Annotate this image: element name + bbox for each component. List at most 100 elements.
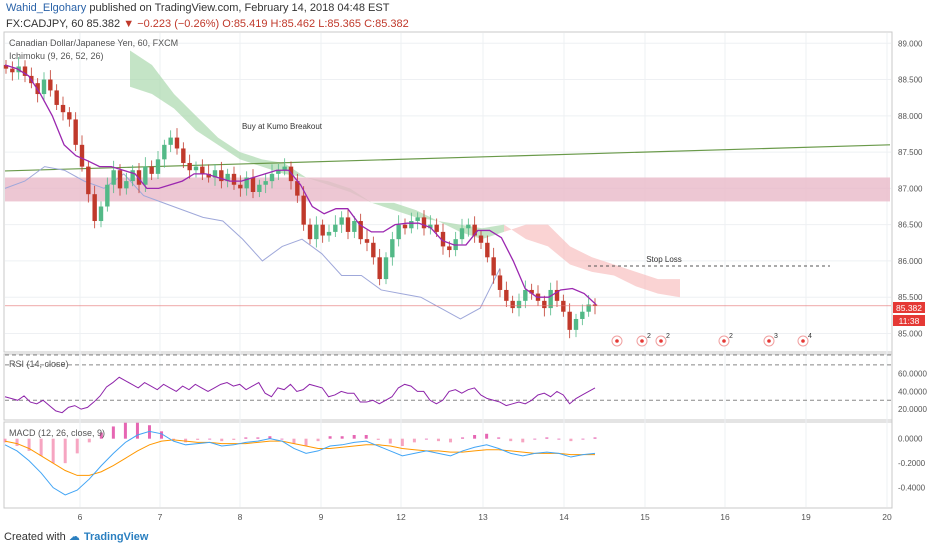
event-count: 4	[808, 333, 812, 340]
candle-body	[333, 224, 338, 232]
event-marker-dot	[722, 339, 726, 343]
last-price: 85.382	[86, 18, 121, 30]
publish-info: published on TradingView.com, February 1…	[86, 2, 390, 14]
candle-body	[326, 231, 332, 236]
price-tick-label: 89.000	[898, 39, 923, 48]
resistance-zone	[5, 177, 890, 202]
event-count: 2	[666, 333, 670, 340]
macd-histogram-bar	[196, 438, 200, 440]
candle-body	[206, 173, 211, 178]
time-tick-label: 20	[882, 512, 892, 522]
candle-body	[200, 166, 205, 174]
event-count: 3	[774, 333, 778, 340]
candle-body	[238, 184, 243, 189]
macd-histogram-bar	[39, 438, 43, 456]
cloud-segment	[152, 65, 174, 109]
candle-body	[510, 300, 515, 309]
candle-body	[345, 217, 351, 232]
candle-body	[592, 304, 598, 306]
rsi-line	[4, 376, 596, 414]
macd-tick-label: 0.0000	[898, 435, 923, 444]
annotation-buy: Buy at Kumo Breakout	[242, 122, 323, 131]
candle-body	[358, 221, 363, 240]
macd-histogram-bar	[123, 422, 127, 439]
macd-histogram-bar	[268, 436, 272, 439]
macd-histogram-bar	[340, 436, 344, 439]
macd-histogram-bar	[184, 438, 188, 443]
cloud-segment	[174, 94, 196, 131]
time-tick-label: 6	[78, 512, 83, 522]
macd-tick-label: -0.2000	[898, 459, 926, 468]
candle-body	[276, 170, 281, 174]
candle-body	[320, 224, 325, 236]
candle-body	[181, 148, 186, 163]
author-link[interactable]: Wahid_Elgohary	[6, 2, 87, 14]
macd-histogram-bar	[160, 431, 164, 439]
candle-body	[567, 311, 572, 330]
macd-histogram-bar	[545, 437, 549, 439]
cloud-segment	[548, 224, 570, 265]
candle-body	[54, 90, 59, 105]
price-badge-text: 85.382	[896, 303, 922, 313]
macd-histogram-bar	[509, 438, 513, 442]
candle-body	[421, 217, 427, 229]
candle-body	[504, 289, 509, 301]
candle-body	[92, 194, 97, 222]
candle-body	[485, 242, 490, 258]
price-tick-label: 86.500	[898, 221, 923, 230]
time-tick-label: 7	[158, 512, 163, 522]
macd-histogram-bar	[376, 438, 380, 440]
candle-body	[41, 79, 47, 95]
candle-body	[542, 300, 547, 309]
candle-body	[516, 300, 522, 309]
candle-body	[263, 181, 268, 185]
symbol-label: FX:CADJPY, 60	[6, 18, 84, 30]
macd-histogram-bar	[328, 436, 332, 439]
cloud-segment	[526, 224, 548, 247]
event-marker-dot	[801, 339, 805, 343]
macd-histogram-bar	[232, 438, 236, 440]
time-tick-label: 19	[801, 512, 811, 522]
price-tick-label: 87.500	[898, 148, 923, 157]
candle-body	[130, 170, 135, 182]
candle-body	[396, 224, 401, 240]
candle-body	[402, 224, 408, 229]
macd-signal-line	[4, 439, 595, 476]
candle-body	[580, 311, 585, 319]
candle-body	[155, 159, 161, 174]
price-tick-label: 88.500	[898, 76, 923, 85]
macd-histogram-bar	[461, 437, 465, 439]
candle-body	[523, 289, 528, 301]
macd-histogram-bar	[521, 438, 525, 443]
event-marker-dot	[640, 339, 644, 343]
candle-body	[339, 217, 344, 225]
candle-body	[111, 170, 116, 185]
cloud-segment	[504, 224, 526, 240]
time-tick-label: 9	[319, 512, 324, 522]
macd-histogram-bar	[3, 438, 7, 443]
candle-body	[257, 184, 262, 192]
macd-histogram-bar	[388, 438, 392, 444]
down-arrow-icon: ▼	[123, 18, 135, 30]
candle-body	[136, 170, 142, 185]
macd-histogram-bar	[412, 438, 416, 443]
annotation-stop: Stop Loss	[646, 255, 682, 264]
macd-histogram-bar	[87, 438, 91, 443]
footer: Created with ☁ TradingView	[4, 530, 148, 543]
cloud-segment	[196, 115, 218, 145]
candle-body	[364, 239, 370, 243]
candle-body	[554, 289, 560, 301]
countdown-badge	[893, 315, 925, 326]
candle-body	[409, 221, 414, 229]
candle-body	[162, 144, 167, 160]
macd-line	[4, 430, 596, 496]
economic-events[interactable]: 2 2 2 3 4	[611, 333, 812, 347]
tradingview-brand[interactable]: TradingView	[83, 531, 149, 543]
axes: 89.000 88.500 88.000 87.500 87.000 86.500 86.0…	[78, 39, 923, 522]
cloud-segment	[416, 210, 438, 222]
cloud-segment	[636, 271, 658, 294]
macd-pane[interactable]	[3, 421, 893, 509]
macd-histogram-bar	[75, 438, 79, 454]
time-tick-label: 8	[238, 512, 243, 522]
